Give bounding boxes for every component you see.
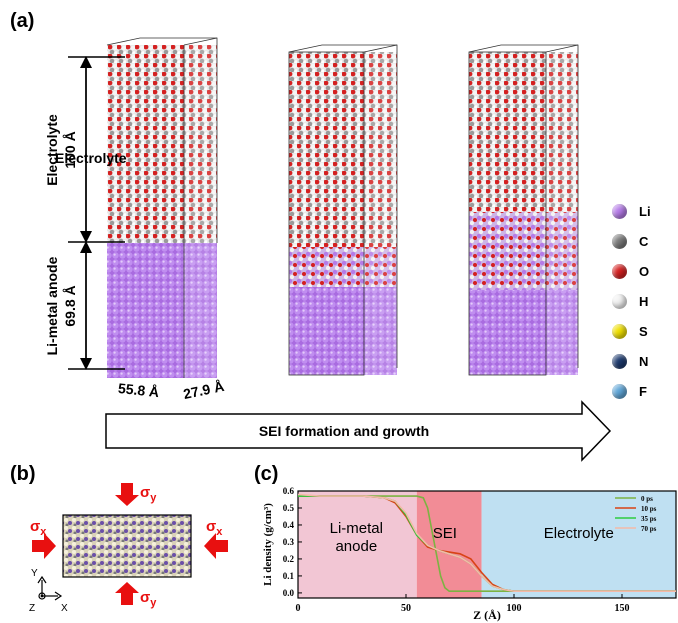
- axis-x-label: X: [61, 603, 68, 614]
- legend-item-s: S: [612, 321, 648, 341]
- legend-item-n: N: [612, 351, 648, 371]
- legend-label-1: 10 ps: [641, 505, 657, 513]
- legend-label-0: 0 ps: [641, 495, 653, 503]
- legend-label-3: 70 ps: [641, 525, 657, 533]
- dimension-lines: [68, 56, 125, 370]
- y-tick-label-1: 0.1: [283, 571, 295, 581]
- panel-c-label: (c): [254, 463, 279, 485]
- md-box-1: [106, 37, 218, 378]
- y-axis-label: Li density (g/cm³): [262, 503, 274, 586]
- legend-item-li: Li: [612, 201, 651, 221]
- li-atom-icon: [612, 203, 627, 219]
- stress-arrow-top: [115, 483, 139, 506]
- c-atom-icon: [612, 233, 627, 249]
- x-tick-label-2: 100: [507, 603, 522, 614]
- o-atom-icon: [612, 263, 627, 279]
- region-label-0: Li-metal anode: [330, 520, 383, 555]
- legend-item-o: O: [612, 261, 649, 281]
- region-2: [481, 491, 676, 598]
- y-tick-label-5: 0.5: [283, 503, 295, 513]
- legend-item-h: H: [612, 291, 648, 311]
- sei-slab: [62, 514, 192, 578]
- y-tick-label-4: 0.4: [283, 520, 295, 530]
- panel-b-graphics: [32, 483, 228, 605]
- plot-frame: [297, 490, 677, 599]
- y-tick-label-3: 0.3: [283, 537, 295, 547]
- legend-label-2: 35 ps: [641, 515, 657, 523]
- h-atom-icon: [612, 293, 627, 309]
- x-tick-label-1: 50: [401, 603, 411, 614]
- x-tick-label-0: 0: [296, 603, 301, 614]
- sigma-x-left: σx: [30, 518, 47, 538]
- axes-triad: [37, 575, 63, 601]
- panel-a-label: (a): [10, 10, 35, 32]
- sigma-x-right: σx: [206, 518, 223, 538]
- x-tick-label-3: 150: [615, 603, 630, 614]
- region-label-1: SEI: [433, 525, 457, 542]
- x-axis-label: Z (Å): [473, 608, 501, 622]
- legend-item-f: F: [612, 381, 647, 401]
- n-atom-icon: [612, 353, 627, 369]
- region-0: [298, 491, 417, 598]
- axis-y-label: Y: [31, 568, 38, 579]
- stress-arrow-right: [204, 533, 228, 559]
- series-line-3: [297, 493, 676, 592]
- y-tick-label-6: 0.6: [283, 486, 295, 496]
- panel-b-label: (b): [10, 463, 36, 485]
- sigma-y-bottom: σy: [140, 589, 157, 609]
- sigma-y-top: σy: [140, 484, 157, 504]
- md-box-2: [288, 44, 398, 376]
- axis-z-label: Z: [29, 603, 36, 614]
- legend-item-c: C: [612, 231, 648, 251]
- f-atom-icon: [612, 383, 627, 399]
- stress-arrow-left: [32, 533, 56, 559]
- process-arrow: [105, 400, 612, 462]
- stress-arrow-bottom: [115, 582, 139, 605]
- panel-b-text-layer: σy σy σx σx Y Z X: [0, 470, 300, 623]
- y-tick-label-0: 0.0: [283, 588, 295, 598]
- region-label-2: Electrolyte: [544, 525, 614, 542]
- y-tick-label-2: 0.2: [283, 554, 295, 564]
- md-box-3: [468, 44, 579, 376]
- s-atom-icon: [612, 323, 627, 339]
